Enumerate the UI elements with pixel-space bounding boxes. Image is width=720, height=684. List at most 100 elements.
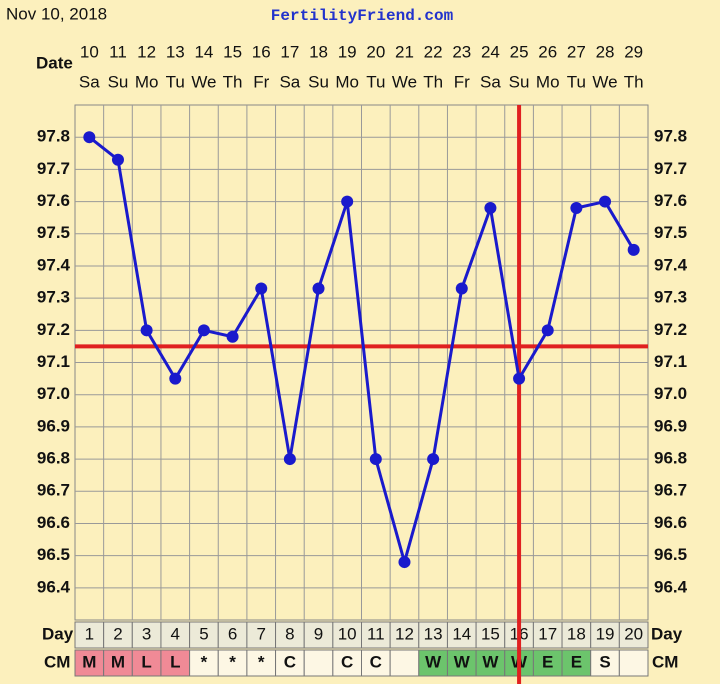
y-tick-label-right: 97.2 [654, 320, 687, 339]
cm-cell [532, 649, 563, 677]
temperature-point [255, 282, 268, 295]
cm-code: * [229, 652, 236, 671]
temperature-point [599, 195, 612, 208]
date-number: 10 [80, 42, 99, 61]
day-number: 8 [285, 624, 294, 643]
y-tick-label-right: 97.3 [654, 288, 687, 307]
day-number: 13 [424, 624, 443, 643]
date-number: 28 [596, 42, 615, 61]
date-number: 11 [109, 42, 127, 61]
day-number: 14 [452, 624, 471, 643]
weekday: Tu [166, 72, 185, 91]
day-cell [246, 621, 277, 649]
cm-code: * [258, 652, 265, 671]
day-number: 3 [142, 624, 151, 643]
cm-cell [561, 649, 592, 677]
day-cell [189, 621, 219, 649]
cm-code: C [370, 652, 382, 671]
weekday: Mo [536, 72, 560, 91]
y-tick-label-right: 97.6 [654, 191, 687, 210]
y-tick-label: 97.8 [37, 127, 70, 146]
weekday: Th [423, 72, 443, 91]
temperature-point [455, 282, 468, 295]
day-cell [389, 621, 420, 649]
y-tick-label-right: 97.8 [654, 127, 687, 146]
y-tick-label-right: 96.6 [654, 513, 687, 532]
date-number: 23 [452, 42, 471, 61]
temperature-point [513, 372, 526, 385]
cm-cell [332, 649, 363, 677]
day-number: 12 [395, 624, 414, 643]
y-tick-label: 97.2 [37, 320, 70, 339]
y-tick-label: 97.6 [37, 191, 70, 210]
day-number: 10 [338, 624, 357, 643]
cm-code: W [482, 652, 499, 671]
cm-code: M [82, 652, 96, 671]
date-number: 16 [252, 42, 271, 61]
y-tick-label-right: 97.4 [654, 255, 688, 274]
day-cell [446, 621, 477, 649]
temperature-point [369, 453, 382, 466]
cm-cell [189, 649, 219, 677]
cm-code: M [111, 652, 125, 671]
temperature-point [627, 243, 640, 256]
weekday: Su [308, 72, 329, 91]
cm-code: C [284, 652, 296, 671]
date-number: 18 [309, 42, 328, 61]
day-number: 4 [171, 624, 180, 643]
y-tick-label-right: 96.7 [654, 481, 687, 500]
day-label: Day [42, 624, 74, 643]
weekday: Sa [79, 72, 100, 91]
cm-label: CM [44, 652, 70, 671]
cm-cell [74, 649, 105, 677]
temperature-point [169, 372, 182, 385]
weekday: Mo [135, 72, 159, 91]
day-cell [361, 621, 391, 649]
temperature-point [541, 324, 554, 337]
weekday: Th [223, 72, 243, 91]
cm-cell [103, 649, 133, 677]
temperature-point [312, 282, 325, 295]
y-tick-label-right: 97.7 [654, 159, 687, 178]
cm-code: W [425, 652, 442, 671]
date-number: 24 [481, 42, 500, 61]
day-number: 19 [596, 624, 615, 643]
weekday: Su [509, 72, 530, 91]
cm-code: E [571, 652, 582, 671]
weekday: We [191, 72, 216, 91]
day-number: 2 [113, 624, 122, 643]
weekday: We [392, 72, 417, 91]
weekday: Tu [567, 72, 586, 91]
y-tick-label: 96.4 [37, 577, 71, 596]
temperature-point [111, 153, 124, 166]
day-number: 20 [624, 624, 643, 643]
weekday: Th [624, 72, 644, 91]
date-label: Date [36, 53, 73, 72]
y-tick-label-right: 96.4 [654, 577, 688, 596]
weekday: We [592, 72, 617, 91]
cm-code: * [201, 652, 208, 671]
y-tick-label: 96.5 [37, 545, 70, 564]
y-tick-label-right: 96.9 [654, 416, 687, 435]
date-number: 25 [510, 42, 529, 61]
y-tick-label-right: 96.8 [654, 449, 687, 468]
day-number: 1 [85, 624, 94, 643]
weekday: Sa [279, 72, 300, 91]
day-cell [275, 621, 305, 649]
temperature-point [398, 556, 411, 569]
date-number: 27 [567, 42, 586, 61]
temperature-line [88, 136, 635, 564]
y-tick-label: 96.7 [37, 481, 70, 500]
day-cell [160, 621, 191, 649]
day-number: 15 [481, 624, 500, 643]
day-cell [131, 621, 162, 649]
weekday: Fr [253, 72, 269, 91]
day-number: 5 [199, 624, 208, 643]
temperature-point [83, 131, 96, 144]
day-number: 18 [567, 624, 586, 643]
day-cell [561, 621, 592, 649]
cm-cell [418, 649, 448, 677]
cm-cell [160, 649, 191, 677]
y-tick-label: 97.1 [37, 352, 70, 371]
